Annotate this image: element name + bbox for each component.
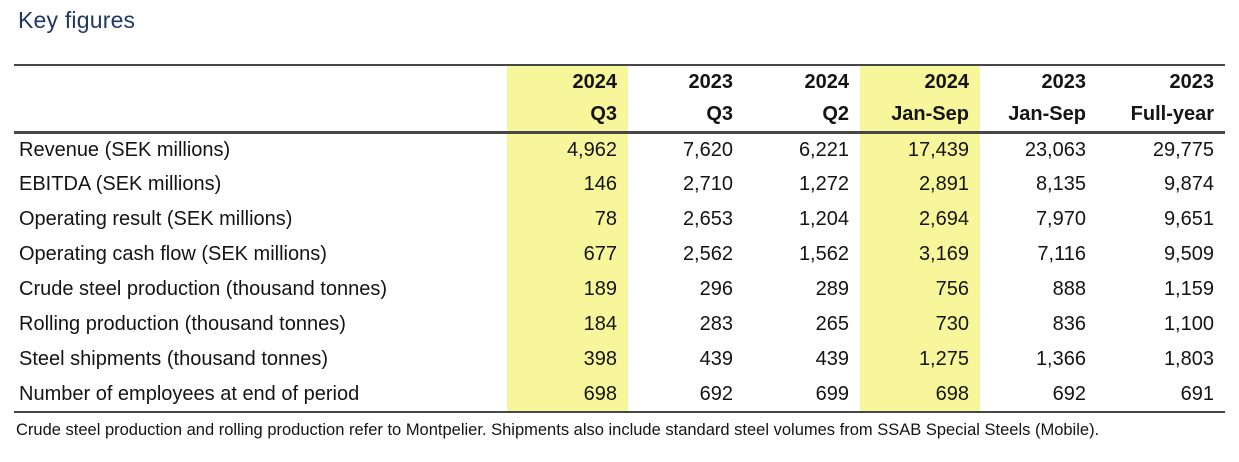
cell: 9,509 — [1163, 243, 1214, 265]
cell: 439 — [815, 348, 849, 370]
cell: 888 — [1052, 278, 1086, 300]
row-label: Revenue (SEK millions) — [19, 138, 231, 161]
cell: 1,272 — [798, 173, 849, 195]
table-row-ebitda: EBITDA (SEK millions) 146 2,710 1,272 2,… — [14, 167, 1225, 202]
cell: 1,204 — [798, 208, 849, 230]
header-spacer — [14, 65, 507, 98]
cell: 691 — [1180, 382, 1214, 405]
cell: 1,159 — [1163, 278, 1214, 300]
cell: 23,063 — [1024, 138, 1086, 161]
table-row-number-of-employees: Number of employees at end of period 698… — [14, 377, 1225, 412]
cell: 2,891 — [860, 167, 980, 202]
cell: 189 — [507, 272, 628, 307]
cell: 677 — [507, 237, 628, 272]
table-body: Revenue (SEK millions) 4,962 7,620 6,221… — [14, 132, 1225, 412]
cell: 1,275 — [860, 342, 980, 377]
cell: 184 — [507, 307, 628, 342]
cell: 265 — [815, 313, 849, 335]
table-row-rolling-production: Rolling production (thousand tonnes) 184… — [14, 307, 1225, 342]
cell: 8,135 — [1035, 173, 1086, 195]
cell: 7,970 — [1035, 208, 1086, 230]
col-header-year-2024-q3: 2024 — [507, 65, 628, 98]
cell: 2,653 — [682, 208, 733, 230]
cell: 3,169 — [860, 237, 980, 272]
key-figures-table: 2024 2023 2024 2024 2023 2023 Q3 Q3 Q2 J… — [14, 64, 1225, 413]
cell: 698 — [507, 377, 628, 412]
table-footnote: Crude steel production and rolling produ… — [16, 421, 1100, 439]
cell: 836 — [1052, 313, 1086, 335]
cell: 296 — [699, 278, 733, 300]
cell: 1,366 — [1035, 348, 1086, 370]
cell: 78 — [507, 202, 628, 237]
row-label: Operating cash flow (SEK millions) — [19, 243, 327, 265]
col-header-year-2024-q2: 2024 — [804, 70, 850, 93]
col-header-year-2023-fullyear: 2023 — [1169, 70, 1215, 93]
cell: 1,562 — [798, 243, 849, 265]
col-header-period-jansep: Jan-Sep — [860, 98, 980, 132]
row-label: EBITDA (SEK millions) — [19, 173, 222, 195]
header-spacer — [14, 98, 507, 132]
row-label: Number of employees at end of period — [19, 382, 360, 405]
table-row-operating-cash-flow: Operating cash flow (SEK millions) 677 2… — [14, 237, 1225, 272]
cell: 439 — [699, 348, 733, 370]
cell: 398 — [507, 342, 628, 377]
table-header: 2024 2023 2024 2024 2023 2023 Q3 Q3 Q2 J… — [14, 65, 1225, 132]
table-row-crude-steel-production: Crude steel production (thousand tonnes)… — [14, 272, 1225, 307]
col-header-year-2023-q3: 2023 — [688, 70, 734, 93]
header-period-row: Q3 Q3 Q2 Jan-Sep Jan-Sep Full-year — [14, 98, 1225, 132]
page-title: Key figures — [18, 7, 136, 33]
cell: 699 — [815, 382, 849, 405]
row-label: Crude steel production (thousand tonnes) — [19, 278, 388, 300]
cell: 692 — [699, 382, 733, 405]
cell: 730 — [860, 307, 980, 342]
cell: 9,651 — [1163, 208, 1214, 230]
table-row-operating-result: Operating result (SEK millions) 78 2,653… — [14, 202, 1225, 237]
cell: 692 — [1052, 382, 1086, 405]
col-header-period-q3-prev: Q3 — [706, 102, 733, 125]
header-year-row: 2024 2023 2024 2024 2023 2023 — [14, 65, 1225, 98]
cell: 283 — [699, 313, 733, 335]
cell: 17,439 — [860, 132, 980, 167]
col-header-period-q2: Q2 — [822, 102, 849, 125]
cell: 7,620 — [682, 138, 733, 161]
col-header-period-q3: Q3 — [507, 98, 628, 132]
table-row-revenue: Revenue (SEK millions) 4,962 7,620 6,221… — [14, 132, 1225, 167]
cell: 2,694 — [860, 202, 980, 237]
cell: 1,803 — [1163, 348, 1214, 370]
cell: 4,962 — [507, 132, 628, 167]
cell: 29,775 — [1152, 138, 1214, 161]
table-row-steel-shipments: Steel shipments (thousand tonnes) 398 43… — [14, 342, 1225, 377]
cell: 6,221 — [798, 138, 849, 161]
cell: 7,116 — [1037, 243, 1086, 265]
cell: 1,100 — [1163, 313, 1214, 335]
cell: 698 — [860, 377, 980, 412]
cell: 9,874 — [1163, 173, 1214, 195]
col-header-year-2023-jansep: 2023 — [1041, 70, 1087, 93]
cell: 2,710 — [682, 173, 733, 195]
col-header-year-2024-jansep: 2024 — [860, 65, 980, 98]
row-label: Operating result (SEK millions) — [19, 208, 293, 230]
row-label: Steel shipments (thousand tonnes) — [19, 348, 329, 370]
cell: 146 — [507, 167, 628, 202]
col-header-period-fullyear: Full-year — [1130, 102, 1214, 125]
col-header-period-jansep-prev: Jan-Sep — [1008, 102, 1086, 125]
cell: 756 — [860, 272, 980, 307]
row-label: Rolling production (thousand tonnes) — [19, 313, 346, 335]
cell: 289 — [815, 278, 849, 300]
cell: 2,562 — [682, 243, 733, 265]
